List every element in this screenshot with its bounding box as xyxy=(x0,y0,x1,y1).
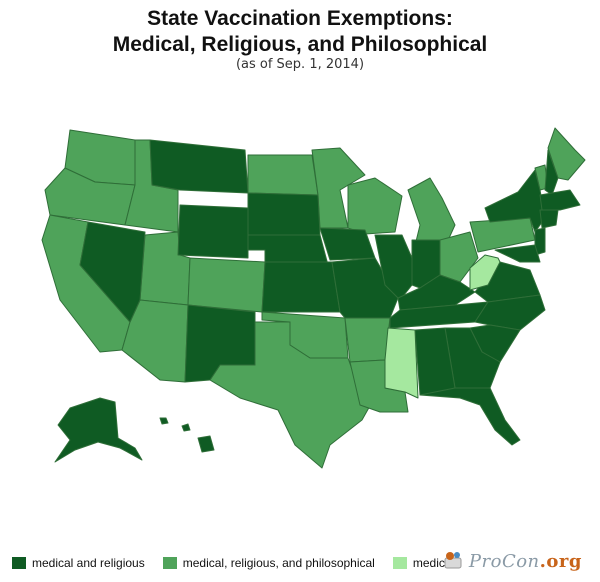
state-nebraska[interactable] xyxy=(247,234,329,266)
state-alaska[interactable] xyxy=(54,397,143,463)
state-west-virginia[interactable] xyxy=(469,254,501,291)
state-nevada[interactable] xyxy=(79,221,146,323)
state-wyoming[interactable] xyxy=(177,204,249,259)
state-massachusetts[interactable] xyxy=(539,189,581,211)
legend-item-medical-religious: medical and religious xyxy=(12,556,145,570)
logo-tld: .org xyxy=(539,551,582,572)
map-title: State Vaccination Exemptions: Medical, R… xyxy=(0,6,600,58)
state-south-dakota[interactable] xyxy=(247,192,321,236)
legend-swatch xyxy=(12,557,26,569)
state-connecticut[interactable] xyxy=(539,209,559,229)
state-colorado[interactable] xyxy=(187,257,266,313)
legend-item-philosophical: medical, religious, and philosophical xyxy=(162,556,375,570)
state-kansas[interactable] xyxy=(261,261,341,313)
state-florida[interactable] xyxy=(419,387,521,446)
state-mississippi[interactable] xyxy=(384,327,419,399)
state-maine[interactable] xyxy=(547,127,586,181)
state-hawaii-2[interactable] xyxy=(181,423,191,432)
legend-label: medical, religious, and philosophical xyxy=(182,556,375,570)
state-new-mexico[interactable] xyxy=(184,304,256,383)
map-legend: medical and religious medical, religious… xyxy=(12,554,472,572)
legend-label: medical and religious xyxy=(32,556,145,570)
legend-item-medical: medical xyxy=(392,556,455,570)
state-maryland[interactable] xyxy=(494,244,541,263)
state-wisconsin[interactable] xyxy=(347,177,403,235)
state-hawaii-3[interactable] xyxy=(197,435,215,453)
state-montana[interactable] xyxy=(149,139,249,194)
title-line-2: Medical, Religious, and Philosophical xyxy=(112,33,488,56)
state-arkansas[interactable] xyxy=(344,317,391,363)
procon-logo-icon xyxy=(444,552,462,569)
procon-logo-text: ProCon.org xyxy=(469,551,582,572)
state-north-dakota[interactable] xyxy=(247,154,319,196)
procon-logo: ProCon.org xyxy=(441,540,582,572)
map-subtitle: (as of Sep. 1, 2014) xyxy=(235,57,365,72)
logo-name: ProCon xyxy=(468,551,540,572)
legend-swatch xyxy=(162,557,177,569)
state-hawaii[interactable] xyxy=(159,417,169,425)
legend-swatch xyxy=(392,557,407,569)
legend-label: medical xyxy=(412,556,455,570)
title-line-1: State Vaccination Exemptions: xyxy=(147,7,453,30)
